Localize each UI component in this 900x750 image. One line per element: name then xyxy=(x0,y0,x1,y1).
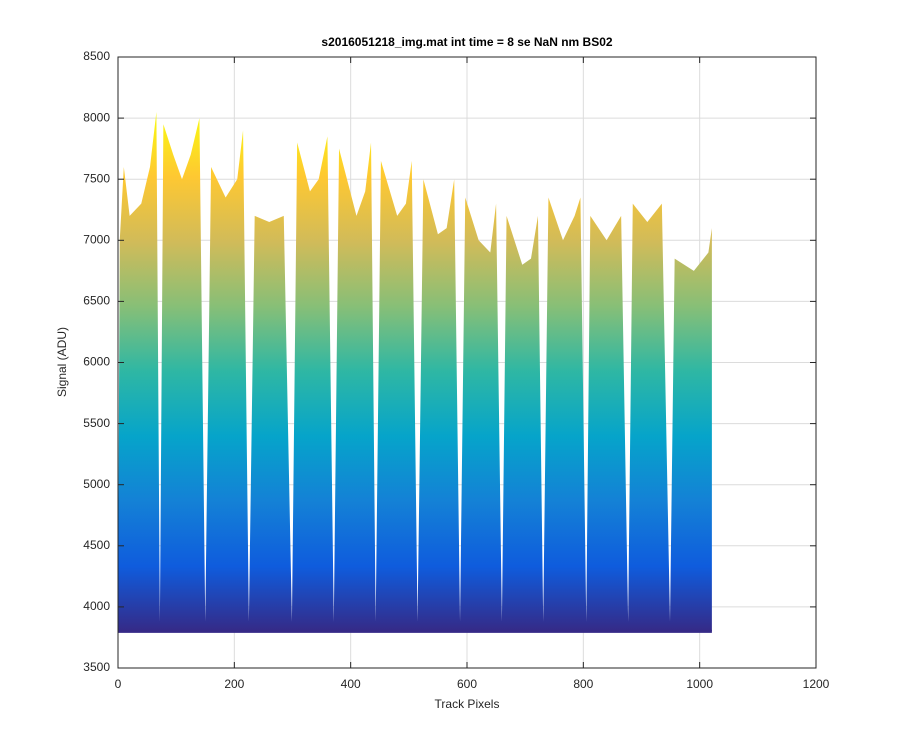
y-axis-label: Signal (ADU) xyxy=(55,327,69,397)
y-tick-label: 7000 xyxy=(83,232,110,246)
x-axis-label: Track Pixels xyxy=(435,697,500,711)
signal-area xyxy=(118,111,712,632)
chart-title: s2016051218_img.mat int time = 8 se NaN … xyxy=(321,35,612,49)
x-tick-label: 1200 xyxy=(803,677,830,691)
x-tick-label: 1000 xyxy=(686,677,713,691)
y-tick-label: 8000 xyxy=(83,110,110,124)
y-tick-label: 4500 xyxy=(83,538,110,552)
y-tick-label: 5000 xyxy=(83,477,110,491)
x-tick-label: 200 xyxy=(224,677,244,691)
y-tick-label: 6000 xyxy=(83,355,110,369)
x-tick-label: 600 xyxy=(457,677,477,691)
y-tick-label: 4000 xyxy=(83,599,110,613)
x-tick-label: 0 xyxy=(115,677,122,691)
y-tick-label: 3500 xyxy=(83,660,110,674)
y-tick-label: 6500 xyxy=(83,294,110,308)
y-tick-label: 7500 xyxy=(83,171,110,185)
y-tick-label: 8500 xyxy=(83,49,110,63)
x-tick-label: 800 xyxy=(573,677,593,691)
x-tick-label: 400 xyxy=(341,677,361,691)
y-tick-label: 5500 xyxy=(83,416,110,430)
